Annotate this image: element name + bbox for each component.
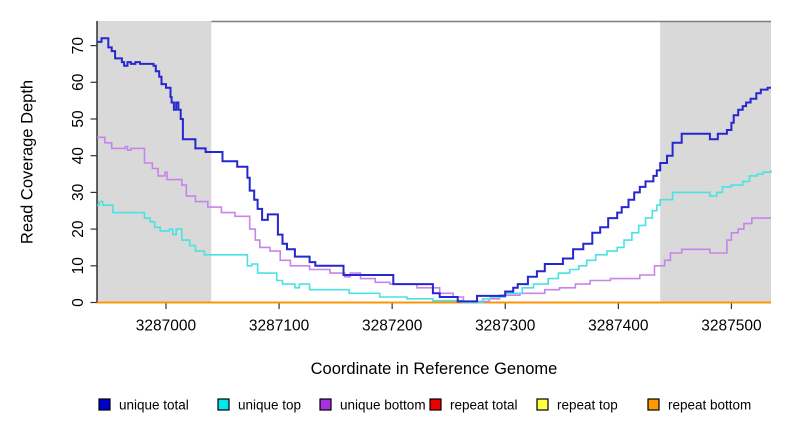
x-axis-title: Coordinate in Reference Genome [310, 360, 558, 378]
legend-label-repeat-top: repeat top [557, 398, 618, 413]
x-axis-tick-label: 3287500 [701, 318, 762, 335]
legend-swatch-unique-top [217, 398, 230, 411]
legend-label-unique-top: unique top [238, 398, 301, 413]
x-axis-tick-label: 3287000 [136, 318, 197, 335]
x-axis-tick-label: 3287200 [362, 318, 423, 335]
y-axis-tick-label: 70 [70, 37, 87, 55]
y-axis-title: Read Coverage Depth [18, 79, 37, 245]
legend-label-unique-bottom: unique bottom [340, 398, 426, 413]
legend-swatch-unique-bottom [319, 398, 332, 411]
y-axis-tick-label: 50 [70, 110, 87, 128]
x-axis-tick-label: 3287300 [475, 318, 536, 335]
legend-swatch-repeat-top [536, 398, 549, 411]
legend-label-unique-total: unique total [119, 398, 189, 413]
series-unique-total [97, 37, 771, 303]
y-axis-tick-label: 10 [70, 257, 87, 275]
series-unique-top [97, 170, 772, 304]
y-axis-tick-label: 0 [70, 298, 87, 307]
legend-swatch-repeat-bottom [647, 398, 660, 411]
series-unique-bottom [97, 136, 771, 303]
x-axis-tick-label: 3287100 [249, 318, 310, 335]
legend-label-repeat-total: repeat total [450, 398, 518, 413]
x-axis-tick-label: 3287400 [588, 318, 649, 335]
shaded-region [660, 21, 771, 303]
legend-label-repeat-bottom: repeat bottom [668, 398, 751, 413]
y-axis-tick-label: 30 [70, 183, 87, 201]
legend-swatch-repeat-total [429, 398, 442, 411]
y-axis-tick-label: 20 [70, 220, 87, 238]
shaded-region [97, 21, 212, 303]
y-axis-tick-label: 40 [70, 147, 87, 165]
y-axis-tick-label: 60 [70, 73, 87, 91]
legend-swatch-unique-total [98, 398, 111, 411]
